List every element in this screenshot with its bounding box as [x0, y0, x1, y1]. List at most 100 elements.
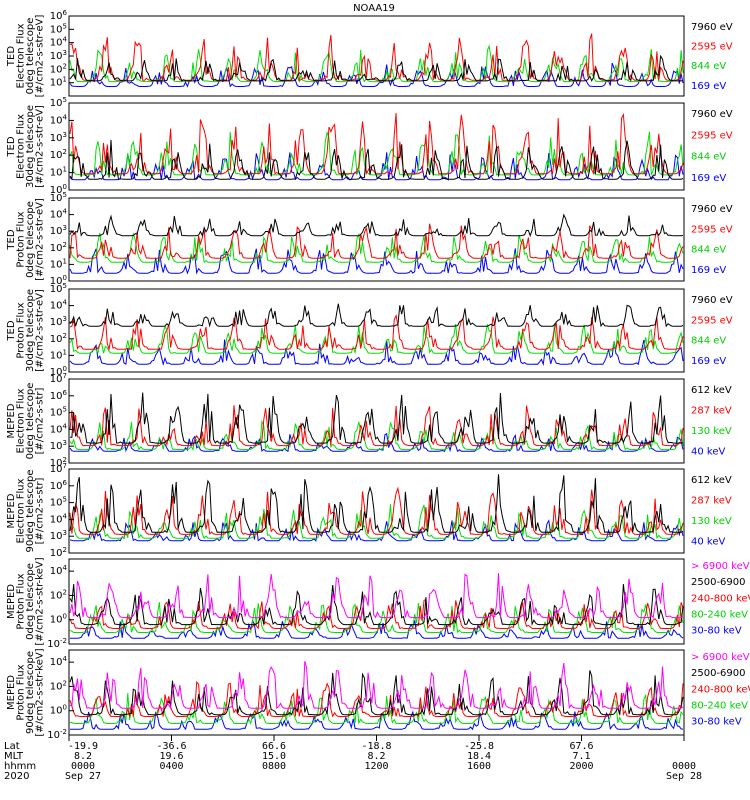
x-row-label: 2020 [4, 771, 29, 782]
y-tick-label: 102 [50, 679, 67, 692]
legend-entry-1: > 6900 keV [691, 561, 750, 572]
panel-frame [68, 288, 685, 373]
x-tick-value: -36.6 [156, 741, 186, 752]
x-tick-value: 0400 [159, 761, 183, 772]
legend-entry-3: 240-800 keV [691, 684, 750, 695]
y-tick-label: 103 [50, 131, 67, 144]
y-tick-label: 101 [50, 348, 67, 361]
legend-entry-3: 130 keV [691, 516, 732, 527]
panel-4: 100 101 102 103 104 105 TEDProton Flux30deg te… [6, 282, 733, 378]
y-axis-label: MEPEDElectron Flux0deg telescope[#/cm2-s… [6, 383, 46, 460]
series-trace-1 [69, 213, 684, 238]
y-tick-label: 104 [50, 655, 68, 668]
y-tick-label: 104 [50, 299, 68, 312]
y-tick-label: 106 [50, 479, 68, 492]
y-tick-label: 106 [50, 9, 68, 22]
legend-entry-4: 40 keV [691, 537, 725, 548]
y-tick-label: 100 [50, 704, 67, 717]
series-trace-2 [69, 670, 684, 717]
x-row-label: Lat [4, 741, 20, 752]
legend-entry-3: 130 keV [691, 426, 732, 437]
y-tick-label: 102 [50, 546, 67, 559]
y-tick-label: 101 [50, 76, 67, 89]
panel-frame [68, 102, 685, 191]
series-trace-2 [69, 405, 684, 448]
legend-entry-1: 7960 eV [691, 109, 733, 120]
panel-frame [68, 197, 685, 282]
figure-title: NOAA19 [353, 3, 395, 14]
x-tick-value: 19.6 [159, 751, 183, 762]
legend-entry-4: 80-240 keV [691, 609, 748, 620]
panel-2: 100 101 102 103 104 105 TEDElectron Flux30deg … [6, 96, 733, 196]
y-tick-label: 102 [50, 148, 67, 161]
y-tick-label: 105 [50, 22, 67, 35]
legend-entry-4: 169 eV [691, 173, 726, 184]
y-axis-label: MEPEDElectron Flux90deg telescope[#/cm2-… [6, 469, 46, 552]
x-tick-value: 7.1 [572, 751, 590, 762]
legend-entry-2: 2595 eV [691, 224, 733, 235]
x-tick-value: 18.4 [467, 751, 491, 762]
x-tick-value: Sep 27 [65, 771, 101, 782]
y-axis-label: MEPEDProton Flux0deg telescope[#/cm2-s-s… [6, 557, 46, 645]
series-trace-2 [69, 584, 684, 627]
panel-8: 10-2 100 102 104 MEPEDProton Flux90deg teles… [6, 648, 750, 741]
series-trace-3 [69, 504, 684, 540]
x-row-label: hhmm [4, 761, 36, 772]
y-tick-label: 102 [50, 241, 67, 254]
legend-entry-5: 30-80 keV [691, 626, 742, 637]
legend-entry-1: 7960 eV [691, 22, 733, 33]
legend-entry-4: 169 eV [691, 81, 726, 92]
x-tick-value: 66.6 [262, 741, 286, 752]
series-trace-4 [69, 339, 684, 367]
panel-7: 10-2 100 102 104 MEPEDProton Flux0deg telesc… [6, 557, 750, 650]
series-trace-5 [70, 710, 684, 731]
series-trace-4 [69, 248, 684, 275]
y-tick-label: 102 [50, 332, 67, 345]
y-tick-label: 103 [50, 529, 67, 542]
y-axis-label: TEDProton Flux30deg telescope[#/cm2-s-st… [6, 289, 46, 372]
x-tick-value: 67.6 [569, 741, 593, 752]
legend-entry-2: 287 keV [691, 406, 732, 417]
y-tick-label: 105 [50, 496, 67, 509]
y-tick-label: 103 [50, 224, 67, 237]
legend-entry-3: 844 eV [691, 61, 726, 72]
y-tick-label: 101 [50, 257, 67, 270]
y-tick-label: 103 [50, 439, 67, 452]
y-tick-label: 105 [50, 406, 67, 419]
x-row-label: MLT [4, 751, 24, 762]
y-tick-label: 103 [50, 49, 67, 62]
series-trace-2 [69, 486, 684, 536]
x-tick-value: 1600 [467, 761, 491, 772]
y-tick-label: 104 [50, 208, 68, 221]
legend-entry-2: 2500-6900 [691, 668, 746, 679]
series-trace-4 [69, 519, 684, 542]
legend-entry-1: > 6900 keV [691, 652, 750, 663]
legend-entry-1: 612 keV [691, 475, 732, 486]
x-tick-value: 8.2 [367, 751, 385, 762]
y-tick-label: 104 [50, 512, 68, 525]
series-trace-5 [70, 618, 684, 639]
x-tick-value: 15.0 [262, 751, 286, 762]
legend-entry-4: 169 eV [691, 356, 726, 367]
y-tick-label: 104 [50, 564, 68, 577]
y-axis-label: TEDElectron Flux0deg telescope[#/cm2-s-s… [6, 15, 46, 98]
y-tick-label: 105 [50, 191, 67, 204]
legend-entry-3: 844 eV [691, 336, 726, 347]
series-trace-3 [69, 598, 684, 630]
x-tick-value: 0000 [672, 761, 696, 772]
panel-6: 102 103 104 105 106 107 MEPEDElectron Flux90de… [6, 462, 732, 559]
panel-frame [68, 468, 685, 554]
y-axis-label: TEDElectron Flux30deg telescope[#/cm2-s-… [6, 105, 46, 188]
y-tick-label: 105 [50, 282, 67, 295]
y-tick-label: 102 [50, 62, 67, 75]
series-trace-2 [69, 33, 684, 82]
x-tick-value: 0800 [262, 761, 286, 772]
series-trace-1 [69, 303, 684, 328]
y-tick-label: 10-2 [47, 637, 67, 650]
y-tick-label: 100 [50, 274, 67, 287]
panel-frame [68, 558, 685, 645]
y-tick-label: 103 [50, 315, 67, 328]
x-tick-value: -18.8 [361, 741, 391, 752]
x-tick-value: 1200 [364, 761, 388, 772]
